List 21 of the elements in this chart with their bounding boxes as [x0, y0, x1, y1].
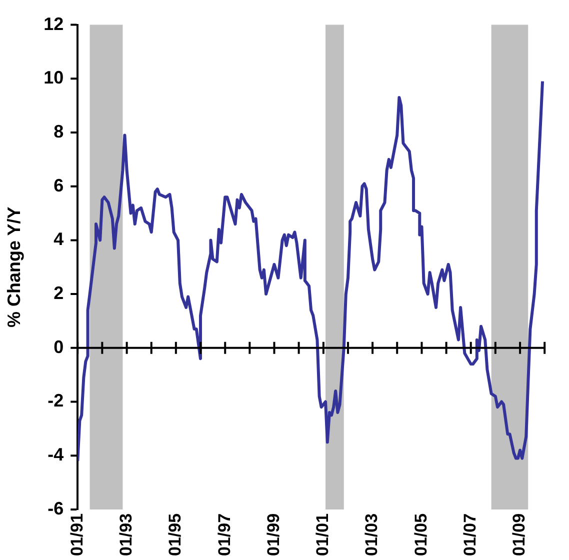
x-tick-label: 01/01 [313, 513, 332, 556]
x-tick-label: 01/91 [67, 513, 86, 556]
y-tick-label: 6 [54, 175, 64, 196]
x-tick-label: 01/95 [166, 513, 185, 556]
x-tick-label: 01/93 [116, 513, 136, 556]
y-tick-label: -4 [48, 444, 64, 465]
x-tick-label: 01/07 [460, 513, 480, 556]
x-tick-label: 01/99 [264, 513, 283, 556]
y-tick-label: 2 [54, 283, 64, 304]
y-tick-label: 4 [54, 229, 64, 250]
x-tick-label: 01/97 [214, 513, 234, 556]
y-tick-label: 0 [54, 336, 64, 357]
y-tick-label: 10 [44, 68, 64, 88]
y-tick-label: 8 [54, 121, 64, 142]
y-tick-label: -2 [48, 390, 64, 411]
y-tick-label: -6 [48, 498, 64, 518]
y-axis-title: % Change Y/Y [4, 206, 24, 328]
x-tick-label: 01/03 [362, 513, 382, 556]
x-tick-label: 01/05 [411, 513, 430, 556]
x-tick-label: 01/09 [510, 513, 529, 556]
y-tick-label: 12 [44, 14, 64, 34]
